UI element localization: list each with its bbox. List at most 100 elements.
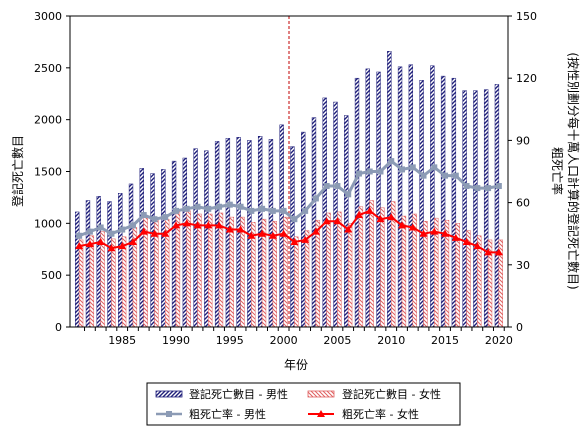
point-male-rate-1999 <box>269 207 276 214</box>
bar-male-1981 <box>75 211 80 328</box>
point-female-rate-1999 <box>268 231 277 239</box>
bar-female-1985 <box>121 236 127 328</box>
line-female-rate <box>78 209 499 254</box>
y2-tick-label-120: 120 <box>516 72 537 85</box>
y-axis-title: 登記死亡數目 <box>10 135 25 207</box>
point-male-rate-2005 <box>334 183 341 190</box>
x-axis-title: 年份 <box>284 358 308 372</box>
bar-female-1993 <box>208 213 213 328</box>
x-tick-label-2015: 2015 <box>431 334 459 347</box>
bar-female-2006 <box>347 223 353 328</box>
point-female-rate-2004 <box>322 217 331 225</box>
point-male-rate-2020 <box>495 183 502 190</box>
point-male-rate-2010 <box>388 158 395 165</box>
bar-male-1989 <box>161 169 166 328</box>
bar-female-2007 <box>358 206 364 328</box>
bar-female-1983 <box>100 231 105 328</box>
point-female-rate-1997 <box>247 231 256 239</box>
bar-female-2017 <box>466 230 471 328</box>
point-male-rate-1998 <box>259 205 266 212</box>
legend-label-female-count: 登記死亡數目 - 女性 <box>342 387 441 401</box>
x-tick-label-2010: 2010 <box>377 334 405 347</box>
x-tick-label-2000: 2000 <box>270 334 298 347</box>
point-female-rate-1982 <box>85 240 94 248</box>
bar-female-1992 <box>197 213 202 328</box>
point-female-rate-1988 <box>150 229 159 237</box>
point-male-rate-1996 <box>237 203 244 210</box>
point-female-rate-1991 <box>182 219 191 227</box>
point-female-rate-1998 <box>258 229 267 237</box>
point-female-rate-1985 <box>118 242 127 250</box>
x-tick-label-1985: 1985 <box>108 334 136 347</box>
legend-swatch-female-count <box>307 390 335 398</box>
bar-female-1990 <box>175 211 181 328</box>
point-male-rate-2001 <box>291 216 298 223</box>
bar-male-1994 <box>214 141 220 328</box>
bar-male-2000 <box>279 124 284 328</box>
point-male-rate-2019 <box>485 185 492 192</box>
point-female-rate-2010 <box>387 213 396 221</box>
point-male-rate-2009 <box>377 168 384 175</box>
bar-female-2005 <box>337 211 342 328</box>
point-male-rate-2006 <box>345 191 352 198</box>
point-female-rate-2005 <box>333 217 342 225</box>
point-male-rate-1994 <box>216 203 223 210</box>
bar-female-2018 <box>477 235 482 328</box>
y-tick-label-1000: 1000 <box>34 217 62 230</box>
point-male-rate-1986 <box>129 222 136 229</box>
bar-male-1983 <box>96 196 101 328</box>
legend: 登記死亡數目 - 男性 登記死亡數目 - 女性 粗死亡率 - 男性 粗死亡率 -… <box>146 382 461 426</box>
point-female-rate-2020 <box>494 248 503 256</box>
point-female-rate-1996 <box>236 225 245 233</box>
point-male-rate-1992 <box>194 203 201 210</box>
bar-male-2018 <box>473 90 478 328</box>
point-female-rate-2009 <box>376 215 385 223</box>
y2-axis-title-sub: (按性別劃分每十萬人口計算的登記死亡數目) <box>566 52 581 289</box>
point-male-rate-2012 <box>409 164 416 171</box>
axes: 0 500 1000 1500 2000 2500 3000 0 30 60 90 120 150 198… <box>34 10 537 347</box>
bar-female-2001 <box>294 236 299 328</box>
point-female-rate-1983 <box>96 237 105 245</box>
point-male-rate-2017 <box>463 183 470 190</box>
y-tick-label-3000: 3000 <box>34 10 62 23</box>
legend-swatch-male-count <box>155 390 183 398</box>
bar-female-1982 <box>89 235 95 328</box>
point-male-rate-1987 <box>140 212 147 219</box>
point-male-rate-2004 <box>323 183 330 190</box>
bar-male-1982 <box>85 200 91 328</box>
point-male-rate-2007 <box>355 170 362 177</box>
point-male-rate-1991 <box>183 205 190 212</box>
bar-male-2002 <box>301 131 306 328</box>
bar-male-1991 <box>182 157 188 328</box>
x-tick-label-2020: 2020 <box>485 334 513 347</box>
bar-female-2009 <box>380 207 385 328</box>
point-male-rate-2000 <box>280 207 287 214</box>
point-female-rate-2007 <box>354 211 363 219</box>
bar-male-2012 <box>408 64 414 328</box>
bar-male-2016 <box>451 77 457 328</box>
point-female-rate-1993 <box>204 221 213 229</box>
point-female-rate-1987 <box>139 227 148 235</box>
bar-female-2003 <box>315 219 321 328</box>
y-tick-label-2500: 2500 <box>34 62 62 75</box>
point-male-rate-2003 <box>312 195 319 202</box>
point-female-rate-2006 <box>344 225 353 233</box>
y2-tick-label-0: 0 <box>516 321 523 334</box>
bar-female-1991 <box>186 210 191 328</box>
bar-male-1986 <box>128 183 134 328</box>
bar-male-2006 <box>344 115 349 328</box>
bar-male-1987 <box>139 168 144 328</box>
point-male-rate-1985 <box>119 226 126 233</box>
legend-marker-female-rate <box>317 410 325 417</box>
point-male-rate-1997 <box>248 207 255 214</box>
point-female-rate-2000 <box>279 229 288 237</box>
point-female-rate-2016 <box>451 233 460 241</box>
y2-tick-label-60: 60 <box>516 197 530 210</box>
point-male-rate-1988 <box>151 216 158 223</box>
y-tick-label-500: 500 <box>41 269 62 282</box>
point-male-rate-1981 <box>76 232 83 239</box>
bar-female-2013 <box>423 221 428 328</box>
y-tick-label-1500: 1500 <box>34 166 62 179</box>
bar-female-1981 <box>78 239 84 328</box>
